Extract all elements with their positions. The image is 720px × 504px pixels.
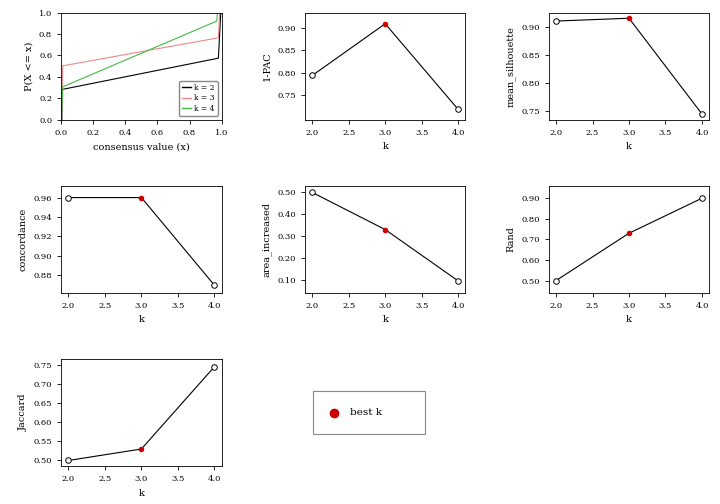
X-axis label: k: k xyxy=(626,142,632,151)
Y-axis label: P(X <= x): P(X <= x) xyxy=(24,41,33,91)
Text: best k: best k xyxy=(350,408,382,417)
X-axis label: k: k xyxy=(382,316,388,325)
X-axis label: k: k xyxy=(138,316,144,325)
X-axis label: k: k xyxy=(382,142,388,151)
Y-axis label: Jaccard: Jaccard xyxy=(19,394,28,431)
X-axis label: k: k xyxy=(626,316,632,325)
Bar xyxy=(313,391,426,434)
X-axis label: consensus value (x): consensus value (x) xyxy=(93,142,190,151)
Y-axis label: mean_silhouette: mean_silhouette xyxy=(506,26,516,106)
Legend: k = 2, k = 3, k = 4: k = 2, k = 3, k = 4 xyxy=(179,81,217,116)
Y-axis label: Rand: Rand xyxy=(507,226,516,253)
Y-axis label: concordance: concordance xyxy=(19,208,28,271)
X-axis label: k: k xyxy=(138,489,144,498)
Y-axis label: area_increased: area_increased xyxy=(262,202,271,277)
Y-axis label: 1-PAC: 1-PAC xyxy=(263,51,271,81)
